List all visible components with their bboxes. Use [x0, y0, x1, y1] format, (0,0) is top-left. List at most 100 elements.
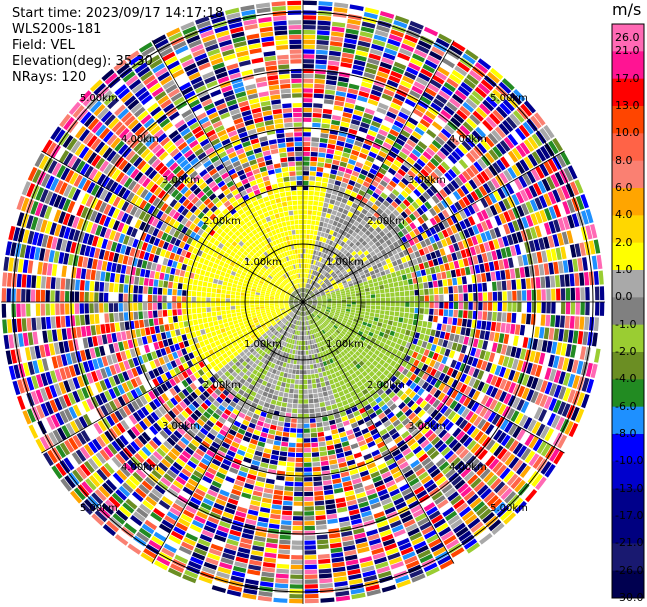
velocity-cell — [580, 302, 585, 315]
velocity-cell — [295, 457, 303, 463]
velocity-cell — [471, 401, 480, 412]
velocity-cell — [293, 389, 299, 394]
velocity-cell — [319, 142, 328, 148]
velocity-cell — [416, 207, 425, 216]
velocity-cell — [376, 251, 383, 258]
velocity-cell — [401, 227, 409, 236]
velocity-cell — [456, 343, 463, 352]
velocity-cell — [507, 357, 515, 369]
velocity-cell — [409, 307, 415, 313]
velocity-cell — [297, 355, 301, 360]
velocity-cell — [320, 252, 325, 258]
velocity-cell — [560, 288, 566, 301]
velocity-cell — [408, 412, 417, 421]
velocity-cell — [303, 452, 312, 458]
velocity-cell — [282, 432, 290, 437]
velocity-cell — [319, 137, 328, 144]
velocity-cell — [303, 355, 307, 360]
velocity-cell — [480, 139, 491, 151]
velocity-cell — [553, 204, 562, 218]
velocity-cell — [397, 52, 411, 62]
velocity-cell — [346, 296, 351, 300]
velocity-cell — [371, 43, 384, 52]
velocity-cell — [428, 396, 437, 405]
velocity-cell — [360, 169, 369, 176]
velocity-cell — [444, 263, 450, 271]
velocity-cell — [381, 384, 389, 392]
velocity-cell — [297, 350, 301, 355]
velocity-cell — [486, 321, 492, 331]
velocity-cell — [315, 358, 320, 364]
velocity-cell — [442, 316, 448, 324]
velocity-cell — [434, 439, 444, 450]
velocity-cell — [423, 334, 430, 342]
velocity-cell — [336, 233, 342, 239]
velocity-cell — [355, 135, 365, 143]
velocity-cell — [378, 238, 385, 245]
velocity-cell — [408, 357, 416, 365]
velocity-cell — [448, 438, 459, 449]
velocity-cell — [320, 381, 326, 387]
velocity-cell — [328, 276, 333, 281]
velocity-cell — [258, 590, 273, 597]
velocity-cell — [419, 95, 432, 106]
velocity-cell — [316, 40, 329, 46]
velocity-cell — [312, 299, 317, 301]
velocity-cell — [342, 237, 349, 243]
velocity-cell — [415, 76, 428, 87]
velocity-cell — [574, 179, 584, 194]
velocity-cell — [419, 154, 429, 164]
velocity-cell — [384, 283, 389, 289]
velocity-cell — [308, 350, 312, 355]
velocity-cell — [434, 249, 442, 258]
velocity-cell — [309, 176, 316, 181]
velocity-cell — [495, 175, 505, 187]
velocity-cell — [437, 33, 453, 44]
velocity-cell — [437, 231, 445, 240]
velocity-cell — [400, 296, 405, 302]
velocity-cell — [311, 215, 317, 221]
velocity-cell — [322, 259, 327, 264]
velocity-cell — [404, 307, 410, 313]
velocity-cell — [297, 335, 300, 341]
velocity-cell — [520, 278, 526, 290]
velocity-cell — [368, 240, 375, 247]
velocity-cell — [363, 250, 370, 256]
velocity-cell — [325, 440, 334, 446]
velocity-cell — [307, 303, 312, 307]
velocity-cell — [303, 234, 307, 239]
velocity-cell — [404, 408, 413, 417]
velocity-cell — [443, 81, 456, 93]
velocity-cell — [404, 387, 413, 396]
velocity-cell — [335, 269, 341, 275]
velocity-cell — [445, 270, 452, 279]
velocity-cell — [303, 117, 312, 122]
velocity-cell — [364, 259, 370, 266]
velocity-cell — [348, 128, 358, 135]
velocity-cell — [344, 257, 350, 263]
velocity-cell — [375, 293, 381, 298]
velocity-cell — [405, 296, 410, 302]
velocity-cell — [451, 41, 466, 52]
velocity-cell — [341, 321, 346, 326]
velocity-cell — [366, 298, 371, 302]
velocity-cell — [518, 124, 530, 138]
velocity-cell — [401, 405, 410, 414]
velocity-cell — [342, 263, 348, 269]
velocity-cell — [312, 210, 317, 216]
velocity-cell — [437, 338, 444, 347]
velocity-cell — [329, 277, 334, 282]
velocity-cell — [502, 235, 510, 247]
velocity-cell — [375, 272, 381, 278]
velocity-cell — [322, 277, 327, 282]
velocity-cell — [305, 278, 307, 283]
velocity-cell — [371, 302, 376, 306]
velocity-cell — [593, 239, 601, 254]
velocity-cell — [267, 433, 275, 440]
velocity-cell — [527, 153, 538, 167]
velocity-cell — [303, 283, 305, 288]
velocity-cell — [558, 386, 567, 400]
velocity-cell — [360, 219, 367, 226]
velocity-cell — [599, 286, 605, 301]
velocity-cell — [325, 290, 330, 294]
